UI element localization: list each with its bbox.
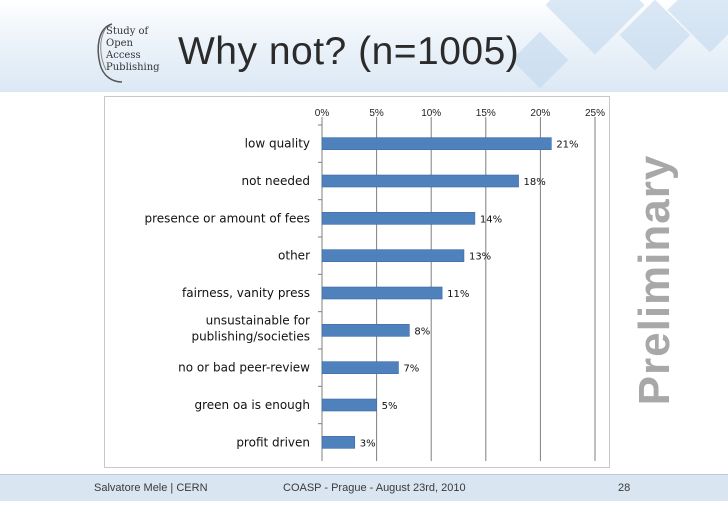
x-tick-label: 20% (530, 108, 550, 119)
preliminary-watermark: Preliminary (630, 154, 679, 406)
logo-text-line: Publishing (106, 62, 160, 73)
logo-swirl (97, 23, 123, 83)
data-label: 11% (447, 289, 469, 300)
bar (321, 324, 410, 337)
soap-logo: Study of Open Access Publishing (92, 18, 162, 88)
page-number: 28 (618, 482, 631, 494)
category-label: fairness, vanity press (182, 286, 310, 300)
bar (321, 361, 399, 374)
data-label: 14% (480, 214, 502, 225)
bar (321, 286, 443, 300)
logo-text-line: Study of (106, 26, 150, 37)
x-tick-label: 10% (421, 108, 441, 119)
chart-area: 0% 5% 10% 15% 20% 25% 21% low quality 18% not nee… (104, 96, 610, 468)
footer-event: COASP - Prague - August 23rd, 2010 (283, 482, 466, 494)
data-label: 18% (524, 177, 546, 188)
logo-text-line: Open (106, 38, 134, 49)
bar (321, 249, 465, 262)
category-label: other (278, 249, 310, 263)
x-tick-label: 15% (476, 108, 496, 119)
bar-chart: 0% 5% 10% 15% 20% 25% 21% low quality 18% not nee… (144, 108, 605, 461)
footer-bar: Salvatore Mele | CERN COASP - Prague - A… (0, 474, 728, 501)
x-tick-label: 25% (585, 108, 605, 119)
slide-title: Why not? (n=1005) (178, 30, 520, 73)
decor-diamond (511, 31, 569, 89)
category-label: green oa is enough (194, 398, 310, 412)
x-tick-label: 5% (369, 108, 384, 119)
header-band (0, 0, 728, 92)
data-label: 8% (414, 326, 430, 337)
category-label: low quality (245, 137, 310, 151)
bar (321, 212, 476, 225)
bar (321, 398, 377, 412)
data-label: 7% (403, 364, 419, 375)
footer-author: Salvatore Mele | CERN (94, 482, 208, 494)
data-label: 21% (556, 140, 578, 151)
category-label: publishing/societies (191, 329, 310, 343)
category-label: unsustainable for (206, 313, 310, 327)
category-label: not needed (242, 174, 310, 188)
logo-text-line: Access (105, 50, 141, 61)
bar (321, 174, 519, 188)
data-label: 13% (469, 252, 491, 263)
category-label: presence or amount of fees (144, 211, 310, 225)
bar (321, 137, 552, 150)
logo-swirl-inner (100, 27, 107, 71)
category-label: profit driven (236, 435, 310, 449)
data-label: 5% (382, 401, 398, 412)
data-label: 3% (360, 438, 376, 449)
x-tick-label: 0% (315, 108, 330, 119)
bar (321, 436, 356, 449)
category-label: no or bad peer-review (178, 361, 310, 375)
